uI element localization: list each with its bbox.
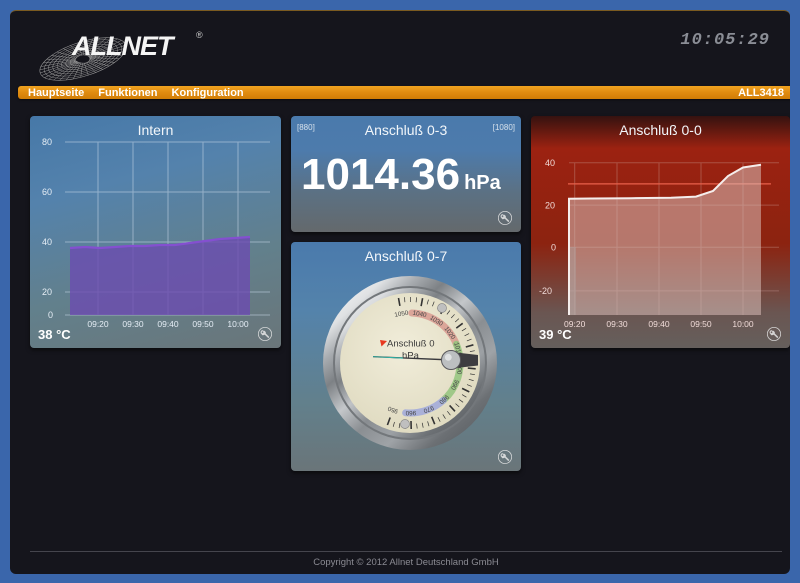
svg-text:09:20: 09:20 [87,319,109,329]
svg-text:hPa: hPa [402,351,420,362]
svg-text:09:30: 09:30 [606,319,628,329]
svg-text:-20: -20 [539,286,552,296]
svg-text:0: 0 [551,243,556,253]
svg-text:40: 40 [42,237,52,247]
svg-text:0: 0 [48,310,53,320]
svg-text:09:50: 09:50 [192,319,214,329]
svg-text:10:00: 10:00 [227,319,249,329]
svg-text:09:40: 09:40 [157,319,179,329]
svg-text:80: 80 [42,137,52,147]
svg-text:10:00: 10:00 [732,319,754,329]
svg-text:20: 20 [42,287,52,297]
svg-text:Anschluß 0: Anschluß 0 [387,339,435,350]
svg-text:60: 60 [42,187,52,197]
svg-text:09:50: 09:50 [690,319,712,329]
svg-text:09:30: 09:30 [122,319,144,329]
svg-text:09:40: 09:40 [648,319,670,329]
svg-text:20: 20 [545,201,555,211]
svg-text:40: 40 [545,158,555,168]
svg-text:960: 960 [405,409,416,416]
